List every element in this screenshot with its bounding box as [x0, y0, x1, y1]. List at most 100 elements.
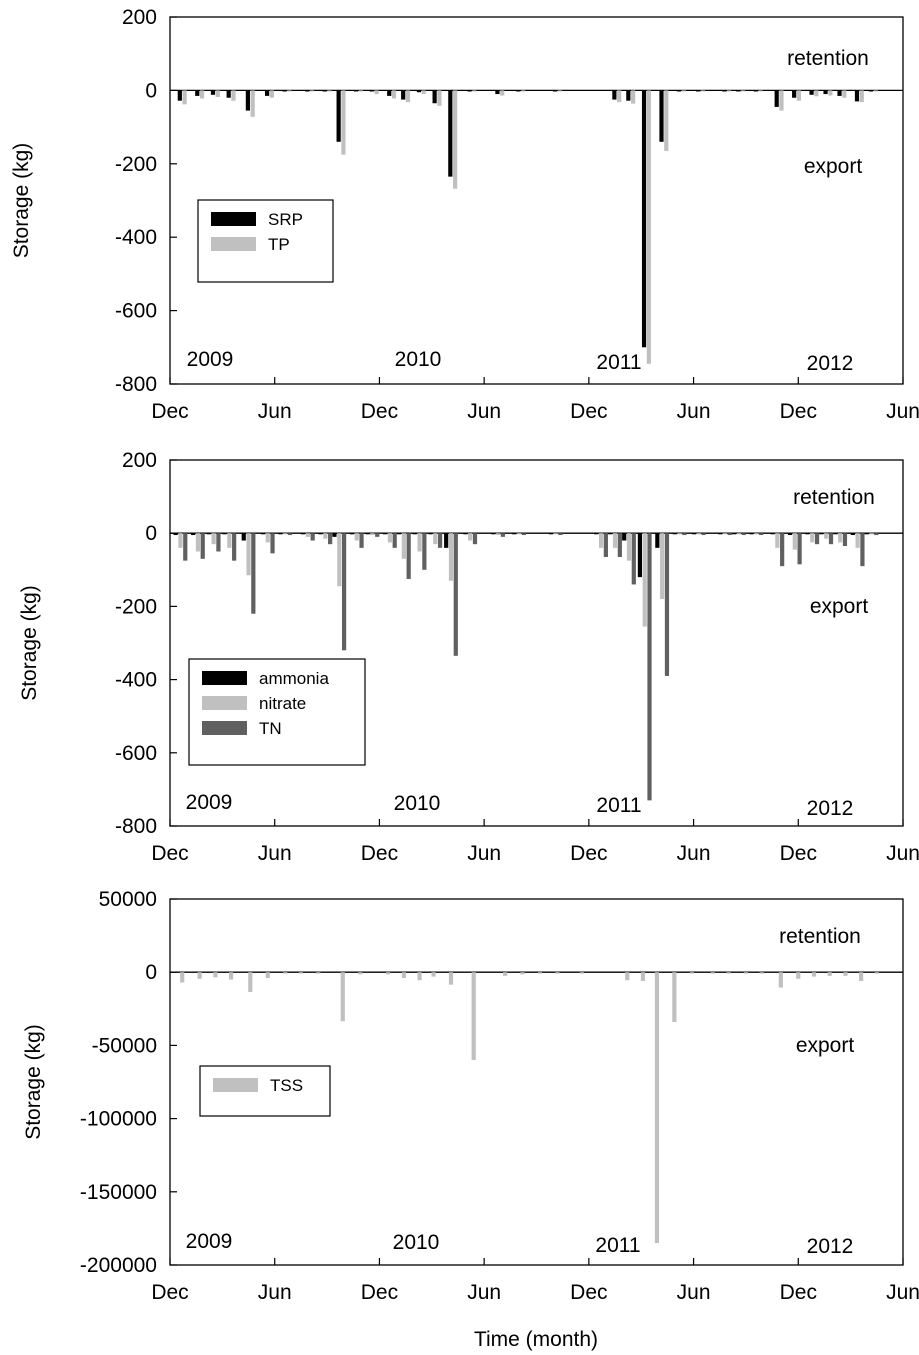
bar-nitrate [553, 533, 558, 535]
bar-nitrate [869, 533, 874, 535]
bar-tss [180, 972, 185, 983]
bar-nitrate [838, 533, 843, 543]
bar-tss [265, 972, 270, 979]
x-tick-label: Dec [361, 1281, 398, 1304]
x-tick-label: Dec [361, 842, 398, 865]
bar-tp [231, 90, 236, 101]
x-tick-label: Jun [467, 400, 501, 423]
bar-ammonia [428, 533, 433, 535]
x-tick-label: Dec [780, 1281, 817, 1304]
bar-ammonia [383, 533, 388, 535]
bar-srp [854, 90, 860, 102]
bar-tss [555, 972, 560, 974]
plot-frame [169, 898, 904, 1266]
bar-nitrate [677, 533, 682, 535]
bar-srp [264, 90, 270, 96]
bar-tp [779, 90, 784, 111]
bar-tp [453, 90, 458, 189]
bar-nitrate [370, 533, 375, 536]
bar-srp [792, 90, 797, 98]
bar-tn [842, 533, 848, 547]
bar-tss [689, 972, 694, 974]
bar-tp [873, 90, 878, 92]
bar-nitrate [754, 533, 759, 535]
bar-tss [340, 972, 345, 1022]
x-tick-label: Jun [258, 842, 292, 865]
bar-tss [502, 972, 508, 976]
bar-tn [797, 533, 802, 565]
bar-tp [758, 90, 763, 92]
y-tick-label: 0 [145, 961, 157, 984]
year-label: 2011 [596, 351, 641, 374]
bar-ammonia [749, 533, 754, 535]
bar-tp [327, 90, 332, 92]
year-label: 2012 [807, 352, 854, 375]
bar-ammonia [173, 533, 178, 536]
bar-group [173, 533, 879, 801]
bar-srp [353, 90, 359, 92]
bar-tp [215, 90, 220, 98]
bar-ammonia [332, 533, 337, 537]
bar-ammonia [655, 533, 660, 548]
bar-tss [520, 972, 525, 975]
bar-tss [316, 972, 321, 974]
bar-tss [640, 972, 646, 981]
bar-tss [197, 972, 202, 979]
bar-srp [626, 90, 631, 101]
legend: TSS [199, 1065, 331, 1117]
bar-tn [647, 533, 652, 801]
bar-tp [341, 90, 346, 155]
x-tick-label: Jun [467, 842, 501, 865]
bar-nitrate [323, 533, 328, 539]
retention-label: retention [787, 47, 869, 70]
bar-tn [422, 533, 427, 570]
bar-tss [298, 972, 303, 974]
bar-tp [859, 90, 864, 103]
bar-tp [664, 90, 669, 151]
year-label: 2009 [186, 791, 233, 814]
bar-srp [823, 90, 828, 95]
bar-srp [495, 90, 500, 95]
bar-nitrate [496, 533, 501, 536]
bar-nitrate [401, 533, 406, 559]
y-tick-label: -200000 [80, 1254, 157, 1277]
bar-ammonia [260, 533, 266, 535]
x-tick-label: Dec [780, 400, 817, 423]
bar-nitrate [387, 533, 392, 543]
bar-tp [521, 90, 526, 92]
y-tick-label: -200 [115, 153, 157, 176]
bar-ammonia [787, 533, 793, 536]
bar-ammonia [241, 533, 246, 541]
legend-swatch-tn [202, 721, 247, 735]
bar-tn [437, 533, 443, 548]
bar-srp [736, 90, 741, 92]
bar-tss [874, 972, 879, 974]
bar-nitrate [736, 533, 742, 535]
export-label: export [810, 595, 869, 618]
bar-ammonia [222, 533, 227, 535]
bar-tss [579, 972, 584, 974]
bar-nitrate [516, 533, 522, 535]
chart-panel-3: 50000 0 -50000 -100000 -150000 -200000 Dec Jun D… [22, 888, 919, 1304]
year-label: 2010 [393, 1231, 440, 1254]
bar-nitrate [810, 533, 815, 543]
bar-nitrate [792, 533, 797, 550]
bar-nitrate [855, 533, 860, 548]
bar-srp [432, 90, 437, 104]
year-label: 2011 [595, 1234, 640, 1257]
bar-tss [827, 972, 832, 976]
bar-tp [500, 90, 505, 96]
bar-nitrate [305, 533, 310, 537]
bar-ammonia [491, 533, 496, 535]
bar-nitrate [417, 533, 422, 552]
bar-nitrate [283, 533, 288, 535]
bar-ammonia [278, 533, 283, 535]
y-tick-label: -150000 [80, 1181, 157, 1204]
y-tick-label: -600 [115, 742, 157, 765]
x-tick-label: Dec [780, 842, 817, 865]
bar-tn [682, 533, 687, 536]
bar-tp [309, 90, 315, 92]
year-label: 2009 [186, 1230, 233, 1253]
bar-tn [392, 533, 397, 548]
bar-tss [672, 972, 677, 1022]
